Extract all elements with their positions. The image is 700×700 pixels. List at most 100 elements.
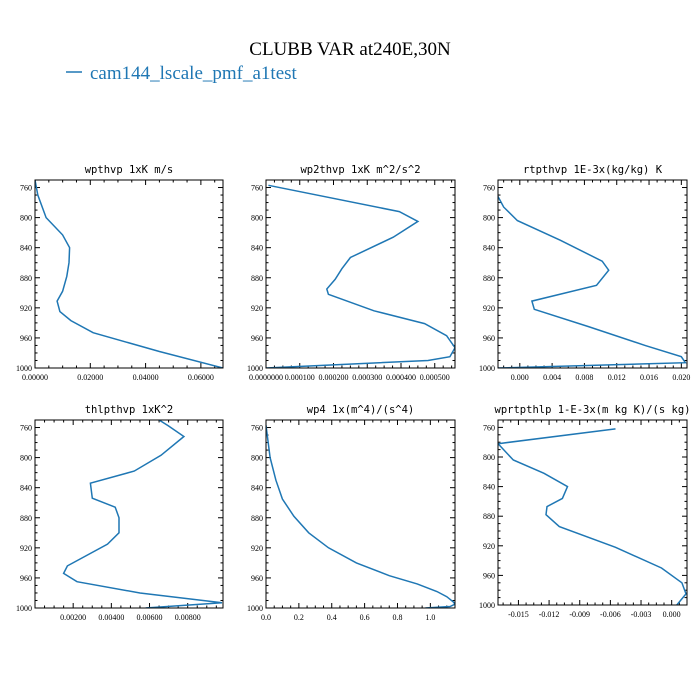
x-tick-label: 0.00800 bbox=[175, 613, 201, 622]
y-tick-label: 800 bbox=[20, 214, 32, 223]
panels-container: wpthvp 1xK m/s76080084088092096010000.00… bbox=[16, 164, 690, 622]
series-line bbox=[35, 180, 223, 368]
panel-frame bbox=[497, 179, 688, 369]
y-tick-label: 880 bbox=[483, 512, 495, 521]
y-tick-label: 840 bbox=[20, 484, 32, 493]
panel-title: wp4 1x(m^4)/(s^4) bbox=[307, 404, 414, 416]
y-tick-label: 800 bbox=[251, 454, 263, 463]
y-tick-label: 800 bbox=[483, 214, 495, 223]
panel-title: rtpthvp 1E-3x(kg/kg) K bbox=[523, 164, 663, 176]
x-tick-label: 0.000100 bbox=[285, 373, 315, 382]
x-tick-label: 0.000300 bbox=[352, 373, 382, 382]
y-tick-label: 1000 bbox=[247, 364, 263, 373]
x-tick-label: -0.009 bbox=[569, 610, 590, 619]
panel-1: wpthvp 1xK m/s 760 800 840 880 920 960 10000.00… bbox=[16, 164, 224, 382]
x-tick-label: 0.008 bbox=[575, 373, 593, 382]
x-tick-label: 0.00000 bbox=[22, 373, 48, 382]
y-tick-label: 880 bbox=[20, 514, 32, 523]
x-tick-label: 0.0 bbox=[261, 613, 271, 622]
y-tick-label: 960 bbox=[20, 334, 32, 343]
y-tick-label: 960 bbox=[483, 571, 495, 580]
figure-legend: cam144_lscale_pmf_a1test bbox=[66, 63, 298, 84]
panel-title: wpthvp 1xK m/s bbox=[85, 164, 174, 176]
panel-6: wprtpthlp 1-E-3x(m kg K)/(s kg)760 800 840… bbox=[479, 404, 690, 619]
y-tick-label: 920 bbox=[251, 304, 263, 313]
panel-frame bbox=[265, 179, 456, 369]
panel-frame bbox=[265, 419, 456, 609]
y-tick-label: 1000 bbox=[16, 604, 32, 613]
x-tick-label: 0.2 bbox=[294, 613, 304, 622]
x-tick-label: 0.00600 bbox=[137, 613, 163, 622]
y-tick-label: 920 bbox=[483, 304, 495, 313]
y-tick-label: 960 bbox=[483, 334, 495, 343]
y-tick-label: 760 bbox=[20, 184, 32, 193]
y-tick-label: 800 bbox=[251, 214, 263, 223]
x-tick-label: -0.015 bbox=[508, 610, 529, 619]
panel-2: wp2thvp 1xK m^2/s^2 760 800 840 880 920 960 100… bbox=[247, 164, 456, 382]
y-tick-label: 760 bbox=[20, 424, 32, 433]
x-tick-label: 0.04000 bbox=[133, 373, 159, 382]
x-tick-label: 0.016 bbox=[640, 373, 658, 382]
x-tick-label: 0.00400 bbox=[98, 613, 124, 622]
y-tick-label: 840 bbox=[483, 244, 495, 253]
y-tick-label: 840 bbox=[251, 484, 263, 493]
x-tick-label: -0.006 bbox=[600, 610, 621, 619]
y-tick-label: 920 bbox=[251, 544, 263, 553]
y-tick-label: 920 bbox=[20, 544, 32, 553]
series-line bbox=[498, 196, 687, 368]
y-tick-label: 1000 bbox=[247, 604, 263, 613]
panel-3: rtpthvp 1E-3x(kg/kg) K 760 800 840 880 920 960… bbox=[479, 164, 690, 382]
x-tick-label: 0.00200 bbox=[60, 613, 86, 622]
panel-frame bbox=[34, 419, 224, 609]
x-tick-label: 0.6 bbox=[360, 613, 370, 622]
panel-frame bbox=[497, 419, 688, 606]
y-tick-label: 800 bbox=[483, 453, 495, 462]
y-tick-label: 840 bbox=[483, 483, 495, 492]
y-tick-label: 760 bbox=[483, 423, 495, 432]
x-tick-label: 0.000500 bbox=[420, 373, 450, 382]
x-tick-label: 0.4 bbox=[327, 613, 337, 622]
y-tick-label: 920 bbox=[20, 304, 32, 313]
x-tick-label: 0.012 bbox=[608, 373, 626, 382]
y-tick-label: 960 bbox=[251, 334, 263, 343]
y-tick-label: 1000 bbox=[16, 364, 32, 373]
x-tick-label: 0.000400 bbox=[386, 373, 416, 382]
x-tick-label: 0.06000 bbox=[188, 373, 214, 382]
y-tick-label: 840 bbox=[20, 244, 32, 253]
y-tick-label: 920 bbox=[483, 542, 495, 551]
series-line bbox=[266, 184, 455, 368]
y-tick-label: 960 bbox=[20, 574, 32, 583]
y-tick-label: 840 bbox=[251, 244, 263, 253]
panel-4: thlpthvp 1xK^2 760 800 840 880 920 960 1000 0.00… bbox=[16, 404, 224, 622]
x-tick-label: 0.000200 bbox=[319, 373, 349, 382]
y-tick-label: 880 bbox=[251, 514, 263, 523]
series-line bbox=[266, 425, 455, 608]
y-tick-label: 880 bbox=[20, 274, 32, 283]
panel-5: wp4 1x(m^4)/(s^4)76080084088092096010000… bbox=[247, 404, 456, 622]
y-tick-label: 880 bbox=[483, 274, 495, 283]
x-tick-label: 0.0000000 bbox=[249, 373, 283, 382]
series-line bbox=[62, 420, 223, 608]
x-tick-label: 0.8 bbox=[392, 613, 402, 622]
y-tick-label: 760 bbox=[251, 184, 263, 193]
y-tick-label: 1000 bbox=[479, 364, 495, 373]
x-tick-label: 0.02000 bbox=[77, 373, 103, 382]
x-tick-label: 0.004 bbox=[543, 373, 561, 382]
y-tick-label: 960 bbox=[251, 574, 263, 583]
x-tick-label: 0.020 bbox=[672, 373, 690, 382]
y-tick-label: 760 bbox=[483, 184, 495, 193]
series-line bbox=[498, 428, 687, 605]
x-tick-label: 1.0 bbox=[425, 613, 435, 622]
figure-title: CLUBB VAR at240E,30N bbox=[249, 39, 451, 60]
x-tick-label: 0.000 bbox=[663, 610, 681, 619]
y-tick-label: 800 bbox=[20, 454, 32, 463]
x-tick-label: -0.003 bbox=[631, 610, 652, 619]
y-tick-label: 760 bbox=[251, 424, 263, 433]
panel-title: wprtpthlp 1-E-3x(m kg K)/(s kg) bbox=[495, 404, 691, 416]
panel-title: thlpthvp 1xK^2 bbox=[85, 404, 174, 416]
y-tick-label: 1000 bbox=[479, 601, 495, 610]
legend-label: cam144_lscale_pmf_a1test bbox=[90, 63, 298, 84]
panel-title: wp2thvp 1xK m^2/s^2 bbox=[300, 164, 420, 176]
